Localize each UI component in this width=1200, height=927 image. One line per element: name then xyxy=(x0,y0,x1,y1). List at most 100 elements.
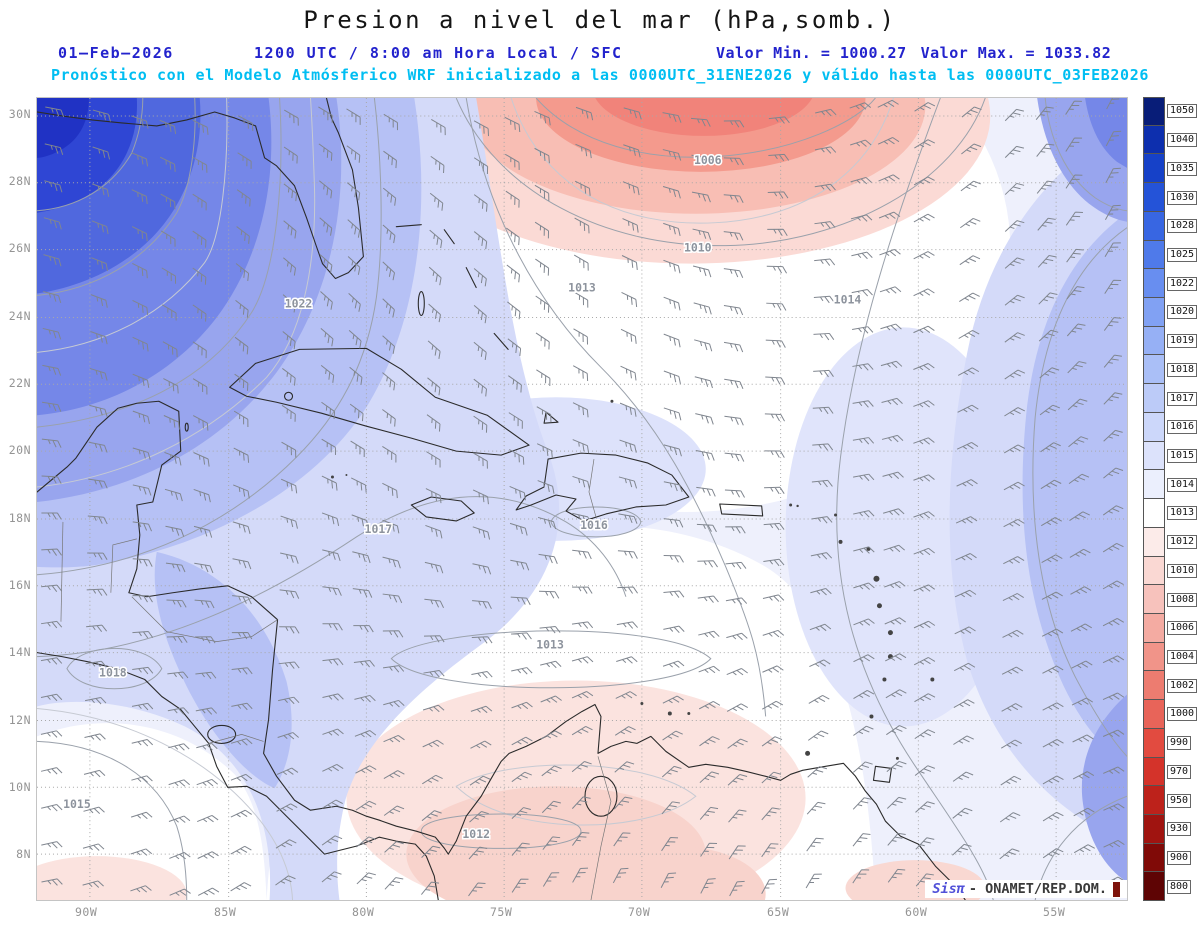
colorbar-swatch xyxy=(1143,355,1165,385)
colorbar-entry: 1030 xyxy=(1143,183,1200,212)
lat-tick-label: 24N xyxy=(8,309,31,323)
pressure-map: 1022 1006 1010 1013 1014 1017 1016 1018 1013 1012… xyxy=(37,98,1127,900)
colorbar-swatch xyxy=(1143,556,1165,586)
map-area: 1022 1006 1010 1013 1014 1017 1016 1018 1013 1012… xyxy=(36,97,1128,901)
colorbar-entry: 970 xyxy=(1143,757,1200,787)
colorbar-label: 1050 xyxy=(1167,104,1198,119)
colorbar-swatch xyxy=(1143,585,1165,614)
lon-axis: 90W 85W 80W 75W 70W 65W 60W 55W xyxy=(36,903,1128,923)
forecast-info: Pronóstico con el Modelo Atmósferico WRF… xyxy=(51,66,1149,84)
colorbar-label: 1015 xyxy=(1167,448,1198,463)
credit-mark xyxy=(1113,882,1120,897)
colorbar-label: 1030 xyxy=(1167,190,1198,205)
lat-tick-label: 8N xyxy=(16,847,31,861)
colorbar-label: 1010 xyxy=(1167,563,1198,578)
colorbar-label: 900 xyxy=(1167,851,1192,866)
colorbar-label: 800 xyxy=(1167,879,1192,894)
colorbar-label: 1004 xyxy=(1167,650,1198,665)
colorbar-swatch xyxy=(1143,786,1165,815)
colorbar-entry: 800 xyxy=(1143,872,1200,902)
colorbar-swatch xyxy=(1143,642,1165,672)
credit-badge: Sisπ - ONAMET/REP.DOM. xyxy=(925,880,1127,898)
colorbar-swatch xyxy=(1143,527,1165,557)
colorbar-entry: 1004 xyxy=(1143,642,1200,672)
colorbar-label: 1025 xyxy=(1167,247,1198,262)
lat-tick-label: 14N xyxy=(8,645,31,659)
colorbar-label: 1035 xyxy=(1167,161,1198,176)
colorbar-label: 1002 xyxy=(1167,678,1198,693)
colorbar-entry: 1015 xyxy=(1143,441,1200,471)
colorbar-label: 1020 xyxy=(1167,305,1198,320)
max-value: Valor Max. = 1033.82 xyxy=(920,44,1112,62)
colorbar-entry: 1006 xyxy=(1143,613,1200,643)
colorbar-label: 950 xyxy=(1167,793,1192,808)
run-date: 01–Feb–2026 xyxy=(58,44,174,62)
contour-labels: 1022 1006 1010 1013 1014 1017 1016 1018 1013 1012… xyxy=(62,151,863,842)
colorbar-label: 1016 xyxy=(1167,420,1198,435)
colorbar-label: 1013 xyxy=(1167,506,1198,521)
colorbar-entry: 990 xyxy=(1143,728,1200,758)
lat-tick-label: 26N xyxy=(8,241,31,255)
colorbar-swatch xyxy=(1143,613,1165,643)
lon-tick-label: 75W xyxy=(490,905,513,919)
valid-time: 1200 UTC / 8:00 am Hora Local / SFC xyxy=(254,44,623,62)
colorbar-entry: 1010 xyxy=(1143,556,1200,586)
colorbar-swatch xyxy=(1143,470,1165,500)
colorbar-label: 1022 xyxy=(1167,276,1198,291)
colorbar-entry: 1017 xyxy=(1143,384,1200,413)
colorbar-entry: 1002 xyxy=(1143,671,1200,701)
contour-lines-minor xyxy=(37,98,894,900)
colorbar-entry: 1000 xyxy=(1143,700,1200,729)
sispi-logo: Sisπ xyxy=(932,881,965,897)
colorbar-entry: 1028 xyxy=(1143,211,1200,241)
colorbar-label: 990 xyxy=(1167,736,1192,751)
lat-tick-label: 16N xyxy=(8,578,31,592)
colorbar-entry: 1019 xyxy=(1143,326,1200,356)
colorbar-swatch xyxy=(1143,211,1165,241)
lon-tick-label: 80W xyxy=(352,905,375,919)
credit-text: - ONAMET/REP.DOM. xyxy=(968,881,1107,897)
contour-label: 1017 xyxy=(365,522,393,536)
colorbar-swatch xyxy=(1143,125,1165,155)
colorbar-entry: 1012 xyxy=(1143,527,1200,557)
colorbar-swatch xyxy=(1143,97,1165,126)
colorbar-entry: 1050 xyxy=(1143,97,1200,126)
contour-label: 1015 xyxy=(63,797,91,811)
lat-tick-label: 10N xyxy=(8,780,31,794)
colorbar-swatch xyxy=(1143,183,1165,212)
minmax-values: Valor Min. = 1000.27 Valor Max. = 1033.82 xyxy=(716,44,1111,62)
lon-tick-label: 60W xyxy=(905,905,928,919)
contour-label: 1018 xyxy=(99,666,127,680)
lon-tick-label: 85W xyxy=(214,905,237,919)
lon-tick-label: 70W xyxy=(628,905,651,919)
contour-label: 1022 xyxy=(285,296,313,310)
colorbar-label: 1012 xyxy=(1167,535,1198,550)
lat-tick-label: 12N xyxy=(8,713,31,727)
colorbar-entry: 1025 xyxy=(1143,240,1200,270)
colorbar-entry: 1020 xyxy=(1143,298,1200,327)
colorbar-swatch xyxy=(1143,298,1165,327)
colorbar-label: 1017 xyxy=(1167,391,1198,406)
colorbar: 1050 1040 1035 1030 1028 1025 1022 1020 1019 1018… xyxy=(1143,97,1200,902)
colorbar-entry: 930 xyxy=(1143,814,1200,844)
colorbar-swatch xyxy=(1143,269,1165,299)
colorbar-label: 1000 xyxy=(1167,707,1198,722)
lat-tick-label: 18N xyxy=(8,511,31,525)
colorbar-swatch xyxy=(1143,728,1165,758)
colorbar-entry: 1016 xyxy=(1143,412,1200,442)
contour-label: 1010 xyxy=(684,241,712,255)
lat-tick-label: 22N xyxy=(8,376,31,390)
colorbar-swatch xyxy=(1143,671,1165,701)
contour-label: 1013 xyxy=(536,638,564,652)
info-line: 01–Feb–2026 1200 UTC / 8:00 am Hora Loca… xyxy=(0,44,1200,64)
colorbar-entry: 1040 xyxy=(1143,125,1200,155)
contour-label: 1014 xyxy=(834,292,862,306)
country-borders xyxy=(60,459,612,900)
colorbar-label: 1040 xyxy=(1167,133,1198,148)
min-value: Valor Min. = 1000.27 xyxy=(716,44,907,62)
colorbar-swatch xyxy=(1143,240,1165,270)
colorbar-entry: 950 xyxy=(1143,786,1200,815)
colorbar-swatch xyxy=(1143,326,1165,356)
lon-tick-label: 55W xyxy=(1043,905,1066,919)
contour-lines xyxy=(37,98,1127,900)
